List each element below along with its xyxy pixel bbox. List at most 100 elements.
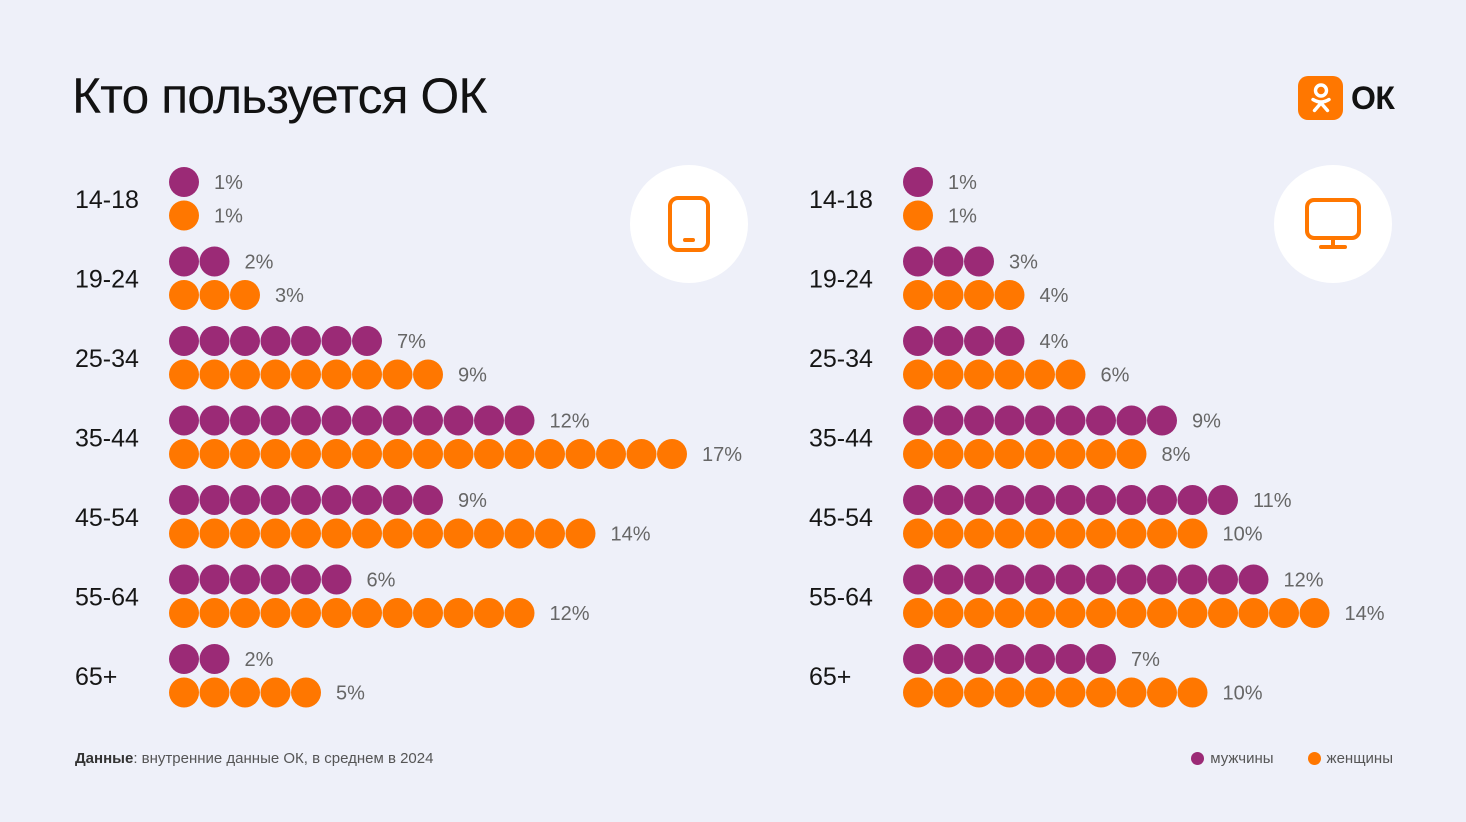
dot-men-45-54 bbox=[994, 485, 1025, 515]
dot-women-55-64 bbox=[352, 598, 382, 628]
dot-women-55-64 bbox=[1147, 598, 1177, 628]
dot-men-45-54 bbox=[933, 485, 964, 515]
dot-women-45-54 bbox=[535, 518, 565, 549]
dot-men-45-54 bbox=[260, 485, 291, 515]
dot-women-65+ bbox=[1116, 677, 1147, 708]
dot-women-35-44 bbox=[964, 439, 994, 469]
dot-women-55-64 bbox=[1299, 598, 1330, 628]
dot-women-35-44 bbox=[352, 439, 382, 469]
dot-women-55-64 bbox=[903, 598, 933, 628]
dot-women-65+ bbox=[291, 677, 321, 708]
dot-women-45-54 bbox=[199, 518, 230, 549]
legend-dot-women bbox=[1307, 752, 1321, 765]
legend: мужчины женщины bbox=[1157, 750, 1393, 767]
dot-men-65+ bbox=[169, 644, 199, 674]
dot-men-55-64 bbox=[1055, 564, 1086, 595]
dot-women-45-54 bbox=[474, 518, 504, 549]
dot-women-25-34 bbox=[321, 359, 352, 390]
dot-men-14-18 bbox=[903, 167, 933, 197]
dot-men-45-54 bbox=[1177, 485, 1208, 515]
dot-men-25-34 bbox=[230, 326, 260, 356]
dot-men-45-54 bbox=[230, 485, 260, 515]
dot-men-45-54 bbox=[169, 485, 199, 515]
dot-men-35-44 bbox=[1025, 405, 1055, 436]
age-label-19-24: 19-24 bbox=[809, 265, 873, 293]
dot-men-45-54 bbox=[1086, 485, 1116, 515]
dot-men-45-54 bbox=[1208, 485, 1238, 515]
dot-women-55-64 bbox=[1025, 598, 1055, 628]
dot-women-19-24 bbox=[230, 280, 260, 310]
dot-women-65+ bbox=[230, 677, 260, 708]
age-label-25-34: 25-34 bbox=[75, 345, 139, 373]
pct-label-men-55-64: 6% bbox=[367, 570, 396, 592]
pct-label-women-35-44: 17% bbox=[702, 444, 742, 466]
dot-men-35-44 bbox=[933, 405, 964, 436]
mobile-phone-icon bbox=[668, 196, 710, 252]
dot-women-45-54 bbox=[565, 518, 596, 549]
dot-men-25-34 bbox=[964, 326, 994, 356]
dot-men-45-54 bbox=[964, 485, 994, 515]
pct-label-men-19-24: 2% bbox=[245, 252, 274, 274]
dot-men-35-44 bbox=[169, 405, 199, 436]
source-text: : внутренние данные ОК, в среднем в 2024 bbox=[133, 750, 434, 767]
age-label-65+: 65+ bbox=[75, 663, 117, 691]
dot-men-45-54 bbox=[1116, 485, 1147, 515]
legend-item-men: мужчины bbox=[1191, 750, 1274, 767]
dot-women-19-24 bbox=[933, 280, 964, 310]
dot-men-19-24 bbox=[199, 246, 230, 277]
dot-women-45-54 bbox=[1116, 518, 1147, 549]
dot-women-55-64 bbox=[413, 598, 443, 628]
dot-women-65+ bbox=[260, 677, 291, 708]
dot-men-35-44 bbox=[199, 405, 230, 436]
dot-women-65+ bbox=[1025, 677, 1055, 708]
dot-women-55-64 bbox=[964, 598, 994, 628]
desktop-badge bbox=[1274, 165, 1392, 283]
dot-women-45-54 bbox=[1055, 518, 1086, 549]
dot-women-25-34 bbox=[260, 359, 291, 390]
age-label-45-54: 45-54 bbox=[809, 504, 873, 532]
dot-men-55-64 bbox=[291, 564, 321, 595]
age-label-14-18: 14-18 bbox=[75, 186, 139, 214]
dot-women-65+ bbox=[994, 677, 1025, 708]
pct-label-men-45-54: 9% bbox=[458, 490, 487, 512]
dot-men-45-54 bbox=[903, 485, 933, 515]
dot-women-35-44 bbox=[474, 439, 504, 469]
brand[interactable]: ОК bbox=[1298, 76, 1395, 120]
age-label-55-64: 55-64 bbox=[809, 583, 873, 611]
dot-women-25-34 bbox=[903, 359, 933, 390]
dot-men-45-54 bbox=[413, 485, 443, 515]
dot-women-65+ bbox=[1086, 677, 1116, 708]
dot-women-45-54 bbox=[169, 518, 199, 549]
dot-men-55-64 bbox=[260, 564, 291, 595]
dot-women-35-44 bbox=[596, 439, 626, 469]
dot-men-19-24 bbox=[169, 246, 199, 277]
dot-men-65+ bbox=[964, 644, 994, 674]
dot-men-55-64 bbox=[230, 564, 260, 595]
dot-women-19-24 bbox=[994, 280, 1025, 310]
dot-women-25-34 bbox=[413, 359, 443, 390]
dot-women-65+ bbox=[903, 677, 933, 708]
dot-women-25-34 bbox=[291, 359, 321, 390]
dot-women-55-64 bbox=[504, 598, 535, 628]
age-label-35-44: 35-44 bbox=[75, 424, 139, 452]
dot-women-19-24 bbox=[199, 280, 230, 310]
dot-women-35-44 bbox=[994, 439, 1025, 469]
dot-men-45-54 bbox=[199, 485, 230, 515]
dot-men-35-44 bbox=[321, 405, 352, 436]
age-label-55-64: 55-64 bbox=[75, 583, 139, 611]
dot-women-35-44 bbox=[291, 439, 321, 469]
dot-women-45-54 bbox=[1177, 518, 1208, 549]
dot-women-55-64 bbox=[291, 598, 321, 628]
pct-label-men-35-44: 9% bbox=[1192, 411, 1221, 433]
dot-women-45-54 bbox=[964, 518, 994, 549]
mobile-badge bbox=[630, 165, 748, 283]
dot-women-65+ bbox=[1147, 677, 1177, 708]
dot-women-55-64 bbox=[443, 598, 474, 628]
dot-women-55-64 bbox=[1086, 598, 1116, 628]
age-label-14-18: 14-18 bbox=[809, 186, 873, 214]
dot-women-35-44 bbox=[321, 439, 352, 469]
dot-women-65+ bbox=[933, 677, 964, 708]
dot-men-35-44 bbox=[1055, 405, 1086, 436]
dot-women-55-64 bbox=[1177, 598, 1208, 628]
